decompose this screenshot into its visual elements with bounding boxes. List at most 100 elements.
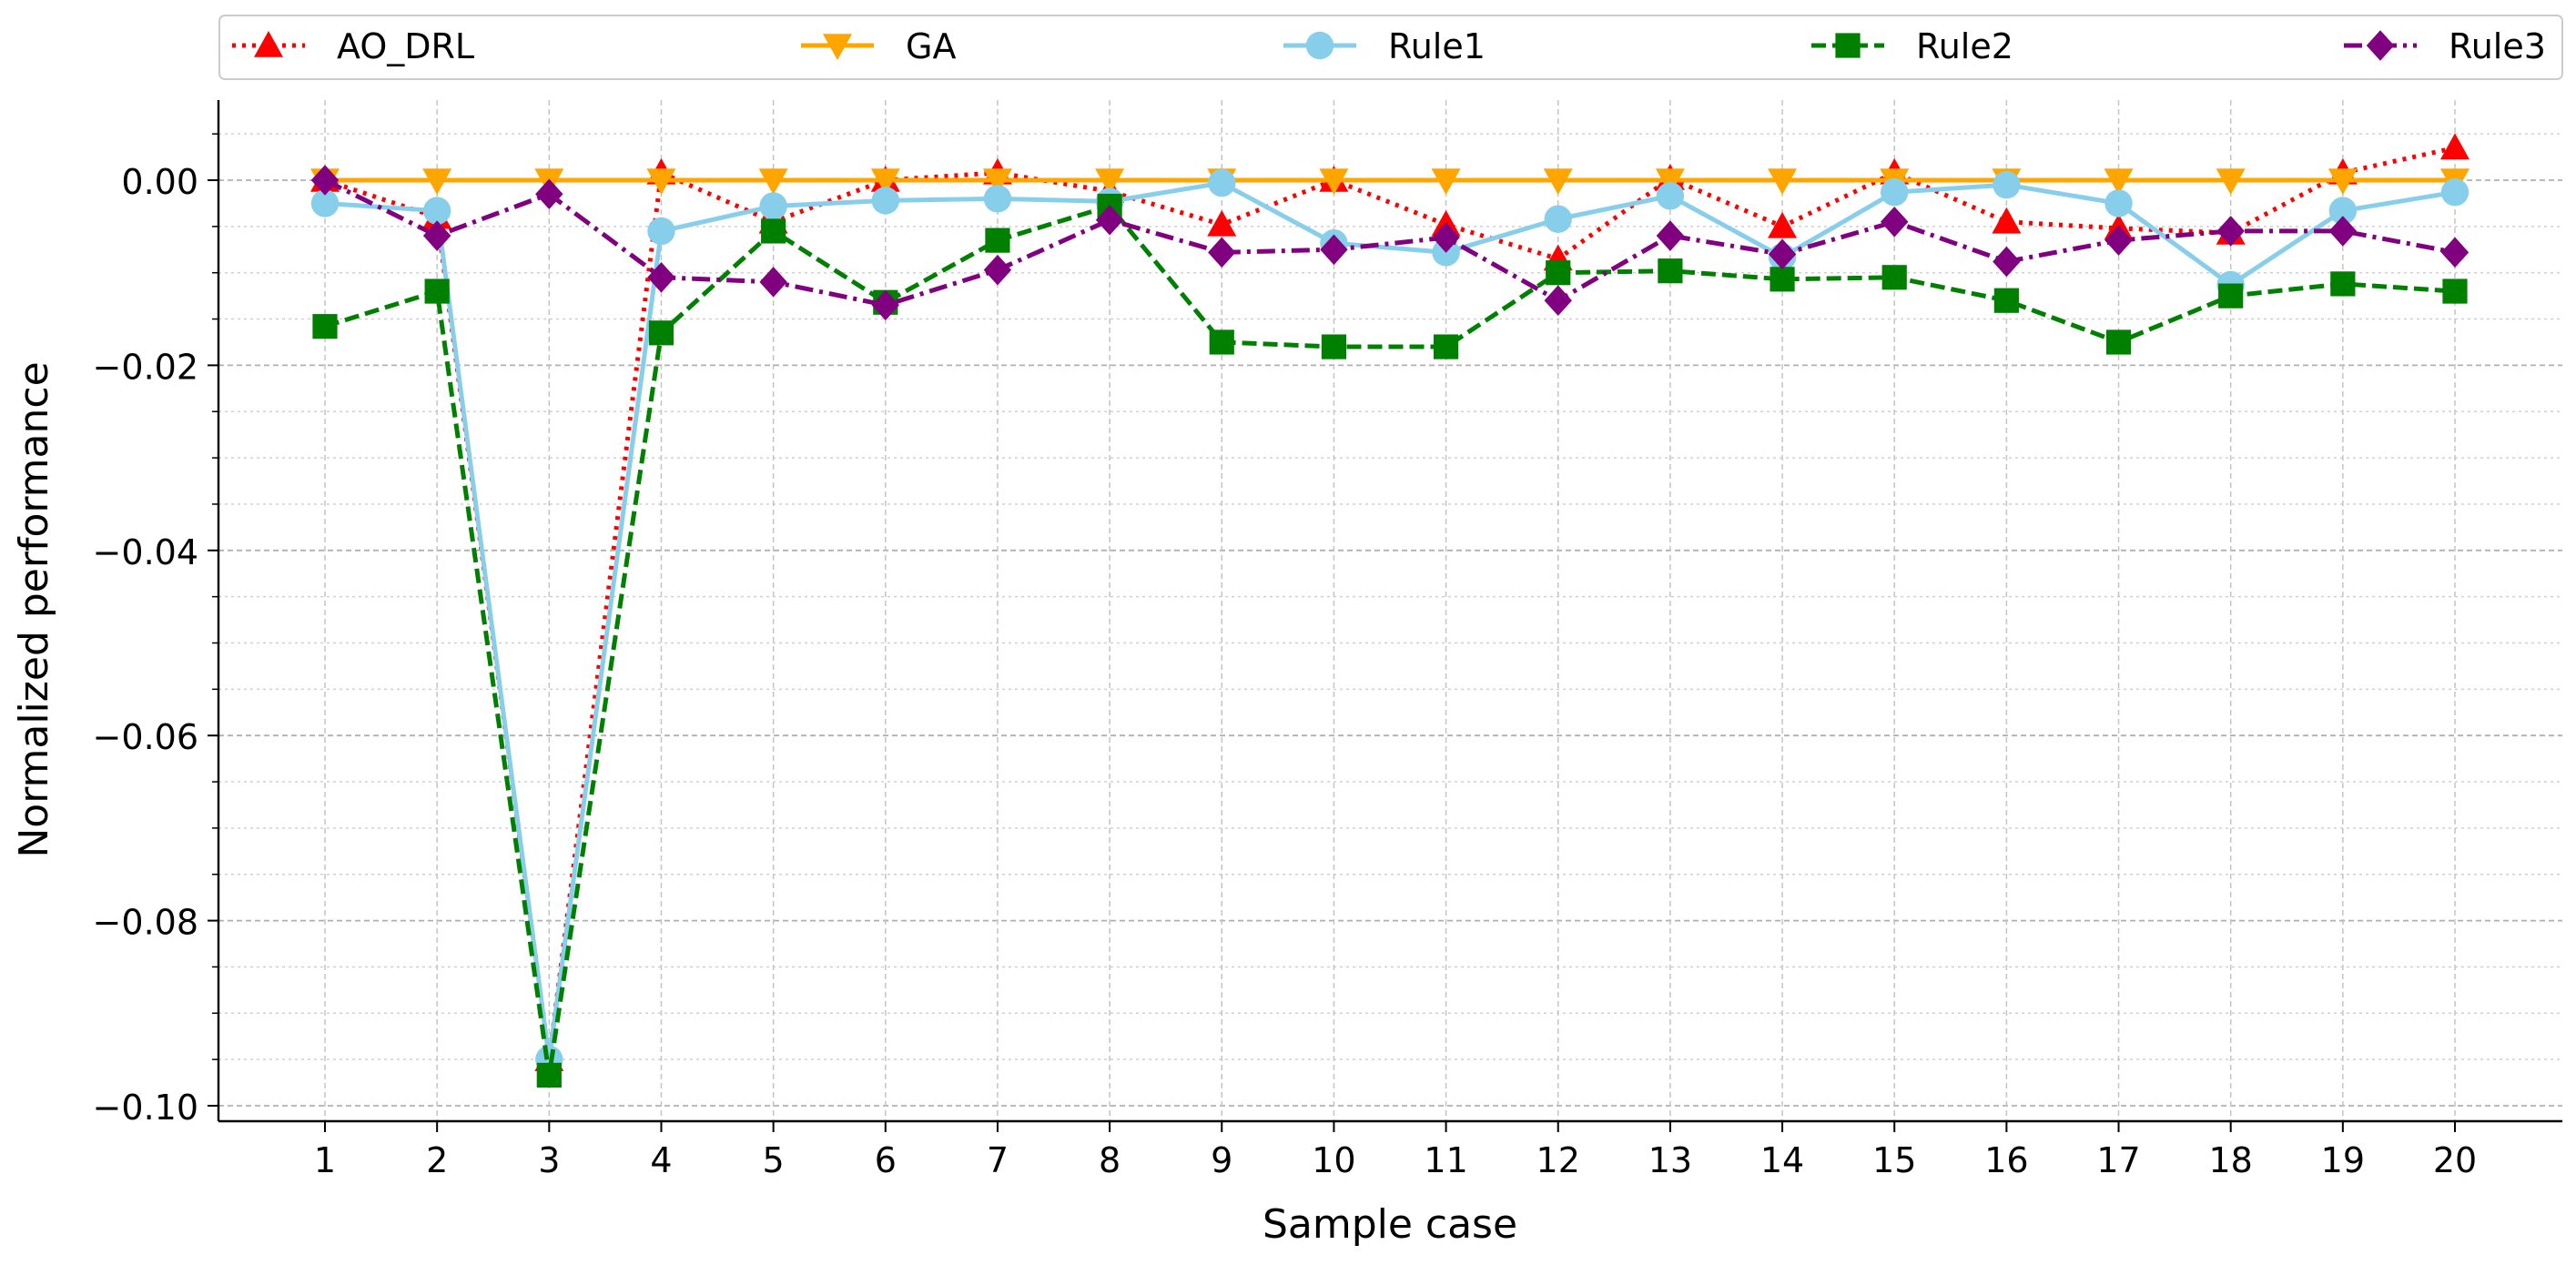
x-tick-label: 17 — [2096, 1140, 2140, 1180]
x-tick-label: 20 — [2433, 1140, 2477, 1180]
x-tick-label: 11 — [1424, 1140, 1467, 1180]
data-point — [424, 278, 450, 304]
grid — [218, 100, 2562, 1121]
series-line — [324, 180, 2456, 1062]
legend-marker — [254, 31, 283, 57]
series-line — [324, 145, 2456, 1062]
x-tick-label: 18 — [2209, 1140, 2253, 1180]
x-axis-label: Sample case — [1263, 1201, 1517, 1248]
data-point — [648, 320, 674, 346]
data-point — [1993, 288, 2019, 313]
legend-frame — [218, 15, 2563, 80]
y-tick-label: −0.04 — [93, 532, 198, 572]
legend-label: Rule1 — [1388, 26, 1486, 66]
data-point — [1431, 168, 1461, 195]
data-point — [2328, 197, 2358, 225]
data-point — [1207, 209, 1237, 237]
y-tick-label: 0.00 — [121, 162, 198, 202]
data-point — [1543, 168, 1573, 195]
x-tick-label: 4 — [650, 1140, 672, 1180]
data-point — [1768, 168, 1798, 195]
legend-label: AO_DRL — [337, 26, 474, 66]
data-point — [535, 178, 563, 210]
data-point — [2218, 283, 2244, 309]
series-line — [323, 177, 2456, 308]
data-point — [1095, 204, 1124, 236]
series-line — [324, 203, 2456, 1078]
x-tick-label: 19 — [2321, 1140, 2365, 1180]
data-point — [646, 168, 676, 195]
data-point — [1768, 211, 1798, 238]
data-point — [1770, 267, 1795, 292]
data-point — [871, 187, 899, 215]
data-point — [1992, 207, 2022, 234]
data-point — [647, 261, 675, 293]
data-point — [1321, 334, 1347, 359]
x-tick-label: 8 — [1099, 1140, 1121, 1180]
legend-label: Rule3 — [2449, 26, 2546, 66]
y-tick-label: −0.10 — [93, 1088, 198, 1128]
data-point — [2442, 278, 2468, 304]
data-point — [422, 220, 451, 251]
legend-marker — [1835, 33, 1861, 58]
data-point — [758, 168, 788, 195]
data-point — [1319, 168, 1349, 195]
data-point — [761, 218, 786, 244]
data-point — [312, 314, 338, 339]
x-tick-label: 1 — [314, 1140, 336, 1180]
data-point — [2104, 189, 2133, 218]
y-tick-label: −0.08 — [93, 903, 198, 943]
legend-label: GA — [906, 26, 956, 66]
x-tick-label: 2 — [426, 1140, 448, 1180]
x-tick-label: 15 — [1872, 1140, 1916, 1180]
data-point — [647, 217, 675, 246]
y-tick-label: −0.02 — [93, 347, 198, 387]
legend-item: AO_DRL — [232, 26, 474, 66]
x-tick-label: 5 — [763, 1140, 785, 1180]
x-tick-label: 13 — [1648, 1140, 1692, 1180]
data-point — [983, 185, 1012, 213]
data-point — [2328, 168, 2358, 195]
legend-item: Rule1 — [1283, 26, 1486, 66]
data-point — [1993, 170, 2021, 199]
data-point — [1656, 220, 1685, 251]
data-point — [1095, 168, 1125, 195]
legend-marker — [1305, 31, 1334, 60]
legend-item: GA — [801, 26, 956, 66]
x-tick-label: 10 — [1312, 1140, 1355, 1180]
x-tick-label: 14 — [1760, 1140, 1804, 1180]
axes: 0.00−0.02−0.04−0.06−0.08−0.101 2 3 4 5 6 7 8 9 10… — [93, 100, 2562, 1180]
data-point — [982, 168, 1012, 195]
series-rule1 — [310, 168, 2470, 1074]
y-tick-label: −0.06 — [93, 717, 198, 757]
data-point — [536, 1062, 562, 1088]
data-point — [1881, 178, 1909, 207]
data-point — [2105, 329, 2132, 355]
data-point — [310, 189, 340, 218]
data-point — [2216, 168, 2246, 195]
data-point — [1658, 258, 1683, 284]
data-point — [1432, 222, 1460, 253]
data-point — [759, 192, 787, 220]
data-point — [2440, 133, 2470, 160]
x-tick-label: 6 — [875, 1140, 897, 1180]
data-point — [1768, 238, 1797, 270]
data-point — [422, 197, 451, 225]
data-point — [1433, 334, 1459, 359]
data-point — [2328, 216, 2358, 247]
data-point — [422, 168, 452, 195]
data-point — [870, 168, 900, 195]
legend-marker — [2366, 30, 2395, 61]
data-point — [1993, 246, 2021, 278]
data-point — [1208, 237, 1236, 268]
y-axis-label: Normalized performance — [11, 361, 57, 857]
data-point — [1655, 168, 1685, 195]
data-point — [759, 267, 787, 298]
series-rule3 — [310, 165, 2470, 321]
data-point — [985, 228, 1010, 253]
data-point — [1656, 182, 1685, 210]
series-rule2 — [312, 193, 2468, 1088]
data-point — [2440, 237, 2470, 268]
data-point — [1546, 260, 1571, 286]
